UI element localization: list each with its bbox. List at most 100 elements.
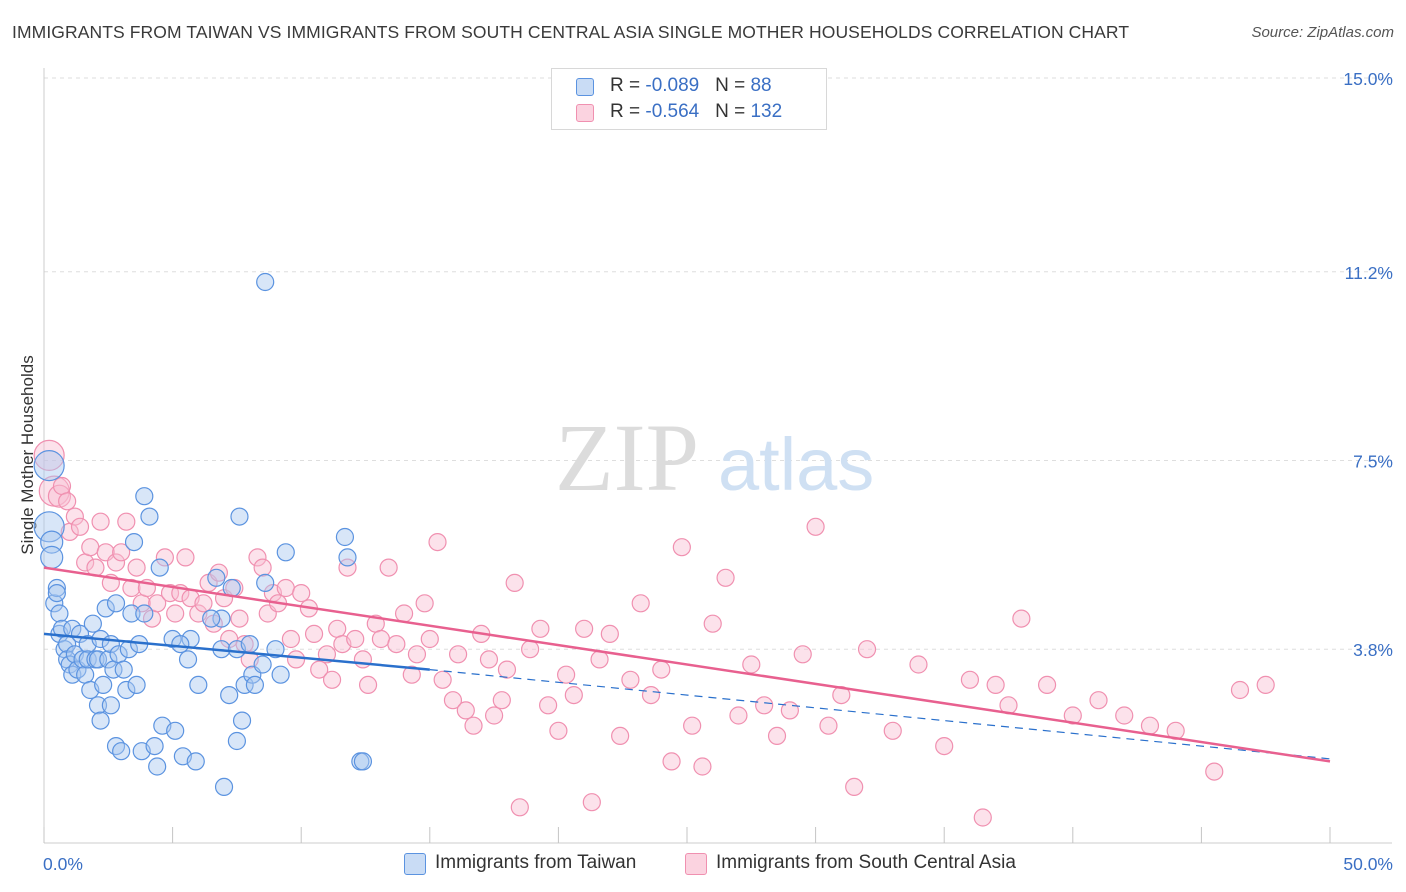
sca-point	[322, 670, 342, 689]
sca-point	[420, 629, 439, 649]
sca-point	[492, 691, 511, 710]
y-tick-label: 7.5%	[1353, 452, 1393, 472]
taiwan-point	[88, 696, 108, 715]
sca-point	[155, 548, 174, 567]
sca-point	[510, 798, 529, 817]
taiwan-point	[33, 511, 65, 543]
sca-point	[672, 538, 691, 557]
taiwan-point	[186, 752, 205, 771]
taiwan-point	[235, 675, 254, 695]
tick-labels: 3.8% 7.5% 11.2% 15.0% 0.0% 50.0%	[43, 69, 1393, 874]
taiwan-point	[122, 604, 141, 623]
taiwan-point	[127, 675, 146, 695]
sca-point	[379, 558, 398, 577]
sca-point	[973, 808, 992, 827]
sca-point	[1115, 706, 1134, 725]
taiwan-point	[271, 665, 290, 684]
taiwan-point	[189, 675, 208, 695]
sca-point	[338, 558, 357, 577]
sca-point	[166, 604, 185, 623]
taiwan-point	[76, 665, 95, 684]
taiwan-point	[256, 272, 275, 292]
taiwan-point	[117, 680, 136, 700]
taiwan-point	[202, 609, 221, 628]
sca-point	[148, 594, 167, 613]
axes	[43, 68, 1392, 844]
taiwan-point	[47, 578, 66, 598]
chart-title: IMMIGRANTS FROM TAIWAN VS IMMIGRANTS FRO…	[12, 22, 1130, 42]
sca-point	[1230, 680, 1250, 700]
sca-point	[52, 476, 72, 496]
grid-lines	[44, 77, 1392, 650]
sca-point	[521, 640, 540, 659]
sca-point	[564, 685, 583, 705]
correlation-legend: R = -0.089 N = 88 R = -0.564 N = 132	[551, 68, 827, 130]
sca-point	[755, 696, 774, 715]
taiwan-point	[99, 650, 118, 669]
sca-point	[582, 793, 601, 812]
sca-point	[883, 721, 902, 740]
source-label: Source: ZipAtlas.com	[1251, 24, 1394, 41]
sca-point	[557, 665, 576, 684]
sca-point	[304, 624, 324, 644]
taiwan-point	[214, 777, 234, 797]
sca-point	[58, 492, 77, 511]
taiwan-point	[63, 665, 82, 684]
x-tick-label-max: 50.0%	[1343, 854, 1393, 874]
sca-point	[485, 706, 504, 725]
y-tick-label: 3.8%	[1353, 640, 1393, 660]
sca-point	[693, 757, 712, 776]
sca-point	[160, 583, 180, 603]
taiwan-point	[112, 742, 131, 761]
taiwan-point	[40, 545, 64, 570]
legend-swatch-taiwan	[576, 78, 594, 96]
series-taiwan-points	[33, 272, 373, 797]
bottom-legend-label-taiwan: Immigrants from Taiwan	[435, 852, 637, 873]
sca-point	[641, 685, 661, 705]
sca-point	[611, 726, 630, 746]
trend-line-taiwan-extension	[429, 669, 1331, 760]
taiwan-point	[266, 640, 285, 659]
sca-point	[845, 777, 864, 797]
sca-point	[402, 665, 421, 684]
sca-point	[1012, 609, 1031, 628]
bottom-legend-swatch-sca	[685, 853, 707, 875]
x-tick-label-min: 0.0%	[43, 854, 83, 874]
sca-point	[117, 512, 136, 531]
sca-point	[935, 736, 954, 756]
sca-point	[539, 696, 558, 715]
sca-point	[47, 484, 72, 508]
taiwan-point	[114, 660, 133, 679]
taiwan-point	[94, 675, 113, 695]
sca-point	[415, 594, 434, 613]
sca-point	[91, 512, 110, 531]
sca-point	[407, 645, 427, 664]
taiwan-point	[140, 507, 159, 526]
sca-point	[683, 716, 702, 735]
taiwan-point	[207, 568, 226, 587]
sca-point	[394, 604, 414, 623]
sca-point	[857, 640, 877, 659]
taiwan-point	[101, 696, 120, 715]
sca-point	[1140, 716, 1160, 735]
sca-point	[652, 660, 671, 679]
sca-point	[742, 655, 761, 674]
sca-point	[328, 619, 347, 638]
sca-point	[106, 553, 126, 572]
sca-point	[194, 594, 213, 613]
taiwan-point	[335, 527, 355, 547]
sca-point	[531, 619, 550, 638]
sca-point	[1256, 675, 1275, 695]
sca-point	[729, 706, 748, 725]
sca-point	[600, 624, 619, 644]
taiwan-point	[276, 543, 295, 562]
sca-point	[112, 543, 131, 562]
sca-point	[292, 583, 311, 603]
taiwan-point	[240, 634, 259, 654]
taiwan-point	[178, 650, 198, 669]
legend-swatch-sca	[576, 104, 594, 122]
taiwan-point	[124, 532, 144, 552]
sca-point	[230, 609, 249, 628]
taiwan-point	[106, 736, 126, 756]
